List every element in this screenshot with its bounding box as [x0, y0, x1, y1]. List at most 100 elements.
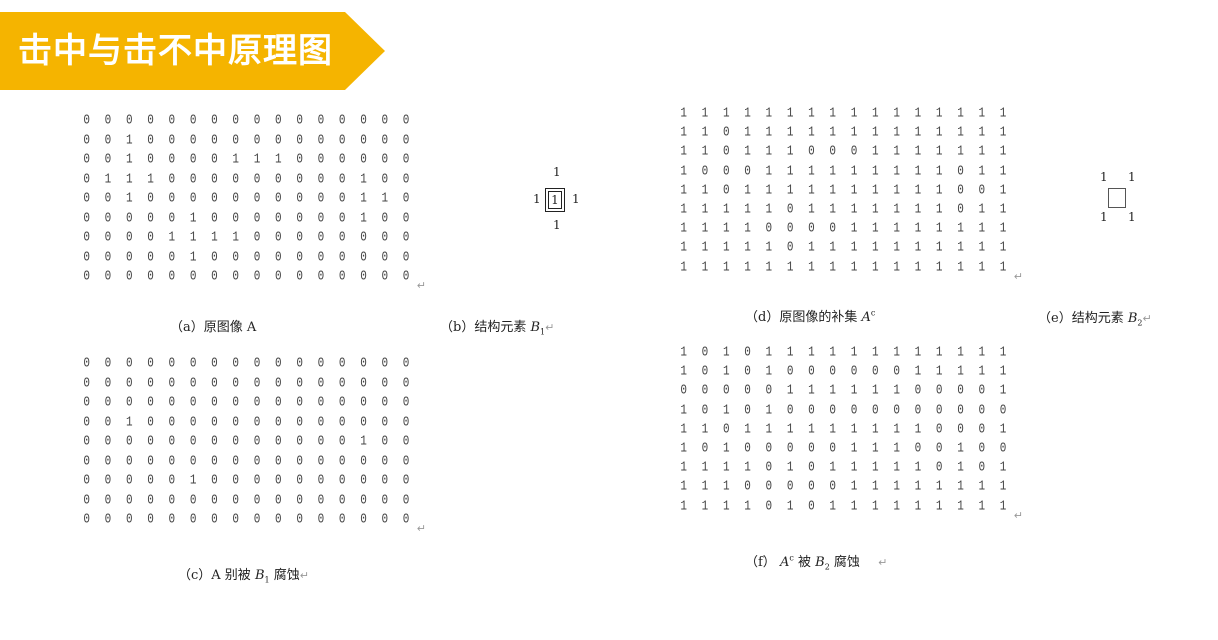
matrix-cell: 1: [680, 441, 687, 457]
matrix-cell: 1: [935, 106, 943, 122]
matrix-cell: 1: [999, 221, 1007, 237]
matrix-cell: 0: [402, 356, 410, 372]
matrix-cell: 0: [275, 434, 282, 450]
matrix-cell: 0: [275, 210, 282, 226]
matrix-cell: 0: [104, 414, 112, 430]
matrix-cell: 1: [360, 434, 367, 450]
matrix-cell: 0: [147, 249, 154, 265]
structuring-element-b1: 1 1 1 1 1: [533, 165, 583, 235]
matrix-cell: 0: [317, 191, 325, 207]
matrix-cell: 1: [935, 345, 943, 361]
matrix-cell: 1: [189, 230, 197, 246]
matrix-cell: 0: [232, 473, 240, 489]
matrix-cell: 0: [296, 473, 303, 489]
matrix-cell: 1: [744, 259, 751, 275]
matrix-cell: 0: [168, 210, 176, 226]
matrix-cell: 0: [189, 512, 197, 528]
matrix-cell: 1: [829, 498, 837, 514]
matrix-cell: 1: [722, 479, 730, 495]
matrix-cell: 1: [189, 473, 197, 489]
matrix-cell: 0: [338, 414, 346, 430]
matrix-cell: 1: [722, 460, 730, 476]
matrix-cell: 0: [296, 269, 303, 285]
matrix-cell: 0: [765, 498, 773, 514]
matrix-cell: 0: [104, 512, 112, 528]
matrix-cell: 1: [893, 202, 900, 218]
matrix-cell: 0: [189, 375, 197, 391]
matrix-cell: 0: [402, 434, 410, 450]
matrix-cell: 0: [402, 492, 410, 508]
matrix-cell: 1: [978, 240, 986, 256]
matrix-cell: 1: [872, 202, 879, 218]
matrix-cell: 1: [935, 221, 943, 237]
return-mark: ↵: [1013, 269, 1023, 283]
matrix-cell: 0: [211, 492, 218, 508]
matrix-cell: 1: [914, 259, 922, 275]
matrix-cell: 0: [338, 375, 346, 391]
matrix-cell: 1: [935, 144, 943, 160]
matrix-cell: 0: [829, 144, 837, 160]
matrix-cell: 0: [83, 113, 90, 129]
matrix-cell: 0: [211, 171, 218, 187]
matrix-cell: 1: [999, 202, 1007, 218]
matrix-cell: 1: [765, 106, 773, 122]
matrix-cell: 1: [978, 364, 986, 380]
matrix-cell: 0: [999, 402, 1007, 418]
matrix-cell: 1: [765, 202, 773, 218]
matrix-cell: 0: [147, 210, 154, 226]
matrix-cell: 1: [786, 345, 794, 361]
caption-d: （d）原图像的补集 Ac: [745, 308, 876, 325]
matrix-cell: 1: [765, 144, 773, 160]
matrix-cell: 1: [914, 498, 922, 514]
matrix-cell: 1: [935, 202, 943, 218]
matrix-cell: 0: [360, 249, 367, 265]
matrix-cell: 0: [381, 453, 389, 469]
matrix-cell: 0: [978, 383, 986, 399]
matrix-cell: 0: [402, 113, 410, 129]
matrix-cell: 0: [211, 132, 218, 148]
matrix-cell: 0: [296, 152, 303, 168]
matrix-cell: 1: [744, 460, 751, 476]
matrix-cell: 0: [104, 230, 112, 246]
matrix-cell: 0: [701, 163, 709, 179]
matrix-cell: 0: [402, 453, 410, 469]
matrix-cell: 1: [850, 422, 858, 438]
matrix-cell: 0: [253, 492, 261, 508]
matrix-cell: 0: [253, 269, 261, 285]
matrix-cell: 0: [253, 210, 261, 226]
matrix-cell: 0: [999, 441, 1007, 457]
matrix-cell: 0: [914, 441, 922, 457]
matrix-cell: 1: [680, 402, 687, 418]
matrix-cell: 0: [317, 210, 325, 226]
se-b1-bottom: 1: [553, 218, 561, 232]
matrix-cell: 0: [125, 113, 133, 129]
matrix-cell: 0: [701, 402, 709, 418]
matrix-cell: 0: [360, 375, 367, 391]
matrix-cell: 1: [701, 498, 709, 514]
title-banner: 击中与击不中原理图: [0, 12, 385, 90]
matrix-cell: 0: [978, 183, 986, 199]
matrix-cell: 0: [765, 479, 773, 495]
matrix-cell: 1: [978, 106, 986, 122]
matrix-cell: 1: [978, 479, 986, 495]
matrix-cell: 1: [722, 364, 730, 380]
matrix-cell: 0: [317, 171, 325, 187]
matrix-cell: 1: [786, 460, 794, 476]
matrix-row: 1 1 1 1 0 1 0 1 1 1 1 1 1 1 1 1 ↵: [673, 498, 1023, 522]
matrix-cell: 0: [957, 422, 964, 438]
matrix-cell: 0: [296, 132, 303, 148]
matrix-cell: 0: [317, 152, 325, 168]
matrix-cell: 0: [402, 249, 410, 265]
